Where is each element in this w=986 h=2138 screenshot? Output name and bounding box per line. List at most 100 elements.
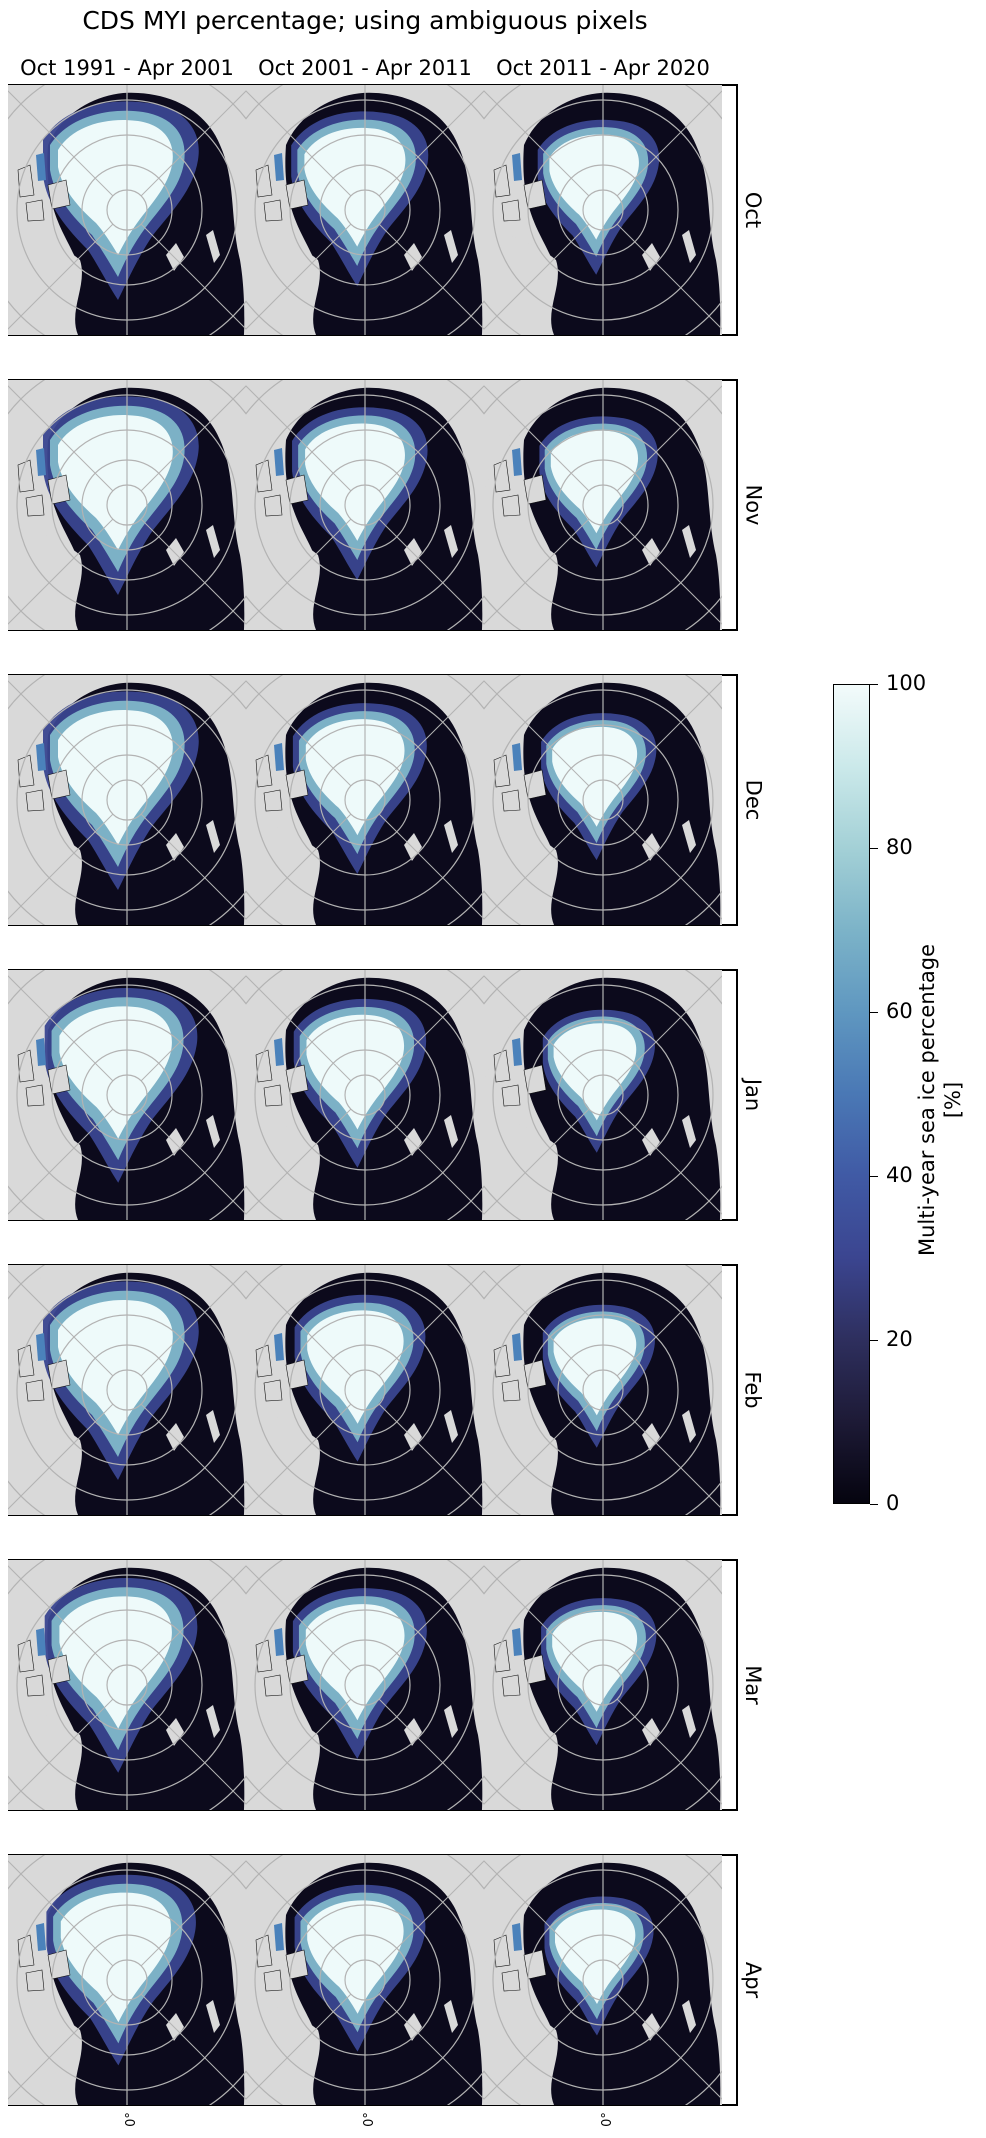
island xyxy=(444,230,458,263)
greenland-land xyxy=(8,520,82,630)
archipelago-channel xyxy=(512,1333,522,1361)
island xyxy=(682,230,696,263)
siberia-land xyxy=(208,970,246,1005)
island xyxy=(682,2000,696,2033)
meridian xyxy=(378,90,484,197)
canada-land xyxy=(8,85,43,195)
myi-high xyxy=(555,1909,636,2004)
archipelago-channel xyxy=(512,1628,522,1656)
bottom-tick-2: 0° xyxy=(361,2112,377,2127)
colorbar-tick-label: 20 xyxy=(886,1327,913,1351)
island xyxy=(501,789,521,812)
meridian xyxy=(378,975,484,1082)
row-label-oct: Oct xyxy=(741,191,765,229)
greenland-land xyxy=(8,1995,82,2105)
island xyxy=(444,1705,458,1738)
greenland-land xyxy=(484,1405,558,1515)
island xyxy=(206,2000,220,2033)
meridian xyxy=(616,1993,722,2100)
myi-high xyxy=(307,1900,404,2014)
island xyxy=(404,1718,422,1746)
island xyxy=(206,525,220,558)
archipelago-channel xyxy=(512,153,522,181)
archipelago-channel xyxy=(274,1038,284,1066)
meridian xyxy=(246,975,352,1082)
archipelago-channel xyxy=(274,1923,284,1951)
myi-high xyxy=(549,134,639,240)
meridian xyxy=(484,1860,590,1967)
map-panel-dec-1 xyxy=(8,675,246,925)
island xyxy=(682,1115,696,1148)
island xyxy=(47,1359,71,1390)
island xyxy=(166,243,184,271)
map-panel-feb-1 xyxy=(8,1265,246,1515)
meridian xyxy=(484,1108,590,1215)
meridian xyxy=(616,385,722,492)
meridian xyxy=(8,1860,114,1967)
island xyxy=(206,1410,220,1443)
greenland-land xyxy=(484,1700,558,1810)
meridian xyxy=(616,1860,722,1967)
map-panel-nov-3 xyxy=(484,380,722,630)
meridian xyxy=(8,385,114,492)
greenland-land xyxy=(484,1110,558,1220)
meridian xyxy=(140,1698,246,1805)
meridian xyxy=(484,518,590,625)
meridian xyxy=(140,1403,246,1510)
island xyxy=(404,243,422,271)
column-title-3: Oct 2011 - Apr 2020 xyxy=(496,56,710,80)
meridian xyxy=(378,518,484,625)
meridian xyxy=(484,385,590,492)
island xyxy=(285,1064,309,1095)
meridian xyxy=(484,223,590,330)
row-label-feb: Feb xyxy=(741,1371,765,1409)
row-label-dec: Dec xyxy=(741,779,766,821)
island xyxy=(206,230,220,263)
meridian xyxy=(616,1403,722,1510)
island xyxy=(523,1359,547,1390)
siberia-land xyxy=(446,675,484,710)
map-panel-apr-1 xyxy=(8,1855,246,2105)
meridian xyxy=(378,1108,484,1215)
island xyxy=(263,789,283,812)
meridian xyxy=(246,1565,352,1672)
meridian xyxy=(484,1565,590,1672)
island xyxy=(25,494,45,517)
meridian xyxy=(484,1698,590,1805)
island xyxy=(642,538,660,566)
meridian xyxy=(246,518,352,625)
meridian xyxy=(616,518,722,625)
island xyxy=(642,1423,660,1451)
colorbar-label-line2: [%] xyxy=(941,1081,965,1119)
map-panel-nov-2 xyxy=(246,380,484,630)
meridian xyxy=(8,813,114,920)
meridian xyxy=(140,90,246,197)
greenland-land xyxy=(246,1405,320,1515)
meridian xyxy=(246,1108,352,1215)
island xyxy=(404,1423,422,1451)
meridian xyxy=(8,975,114,1082)
meridian xyxy=(484,1270,590,1377)
map-panel-dec-2 xyxy=(246,675,484,925)
column-title-1: Oct 1991 - Apr 2001 xyxy=(20,56,234,80)
meridian xyxy=(246,385,352,492)
meridian xyxy=(246,813,352,920)
island xyxy=(444,1410,458,1443)
meridian xyxy=(246,1270,352,1377)
island xyxy=(682,820,696,853)
island xyxy=(285,474,309,505)
greenland-land xyxy=(8,815,82,925)
canada-land xyxy=(8,380,43,490)
meridian xyxy=(616,975,722,1082)
map-panel-mar-2 xyxy=(246,1560,484,1810)
map-panel-nov-1 xyxy=(8,380,246,630)
meridian xyxy=(378,1270,484,1377)
island xyxy=(523,474,547,505)
canada-land xyxy=(8,675,43,785)
siberia-land xyxy=(208,1265,246,1300)
map-panel-jan-3 xyxy=(484,970,722,1220)
island xyxy=(166,538,184,566)
colorbar-tick-label: 100 xyxy=(886,671,927,695)
meridian xyxy=(8,1403,114,1510)
siberia-land xyxy=(208,675,246,710)
